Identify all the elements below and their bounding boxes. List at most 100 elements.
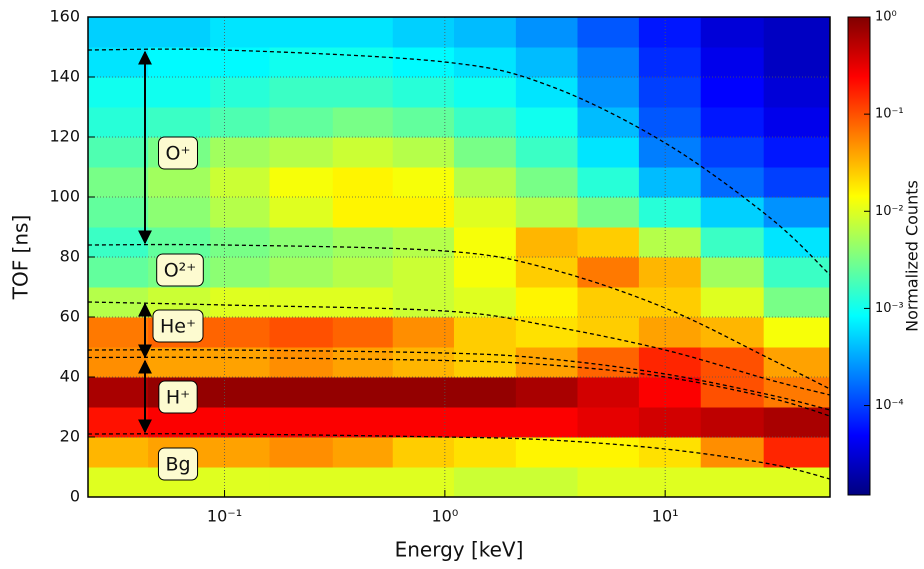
heat-cell xyxy=(515,407,578,438)
heat-cell xyxy=(332,197,394,228)
heat-cell xyxy=(763,407,830,438)
heat-cell xyxy=(638,377,702,408)
y-tick-label: 140 xyxy=(49,67,80,86)
heat-cell xyxy=(210,347,271,378)
x-tick-label: 10⁰ xyxy=(431,507,458,526)
heat-cell xyxy=(515,227,578,258)
colorbar-tick-label: 10⁻² xyxy=(875,204,904,219)
heat-cell xyxy=(88,17,149,48)
heat-cell xyxy=(269,107,334,138)
heat-cell xyxy=(88,77,149,108)
heat-cell xyxy=(210,407,271,438)
heat-cell xyxy=(577,317,640,348)
heat-cell xyxy=(577,377,640,408)
heat-cell xyxy=(148,47,211,78)
heat-cell xyxy=(269,377,334,408)
heat-cell xyxy=(700,257,765,288)
heat-cell xyxy=(515,107,578,138)
heat-cell xyxy=(210,167,271,198)
heat-cell xyxy=(763,467,830,497)
colorbar xyxy=(847,16,871,496)
heat-cell xyxy=(577,467,640,497)
heat-cell xyxy=(453,47,517,78)
heat-cell xyxy=(88,47,149,78)
heat-cell xyxy=(392,257,455,288)
heat-cell xyxy=(515,287,578,318)
heat-cell xyxy=(577,17,640,48)
colorbar-label: Normalized Counts xyxy=(903,180,922,332)
heat-cell xyxy=(763,77,830,108)
heat-cell xyxy=(392,47,455,78)
heat-cell xyxy=(392,137,455,168)
heat-cell xyxy=(332,317,394,348)
heat-cell xyxy=(88,437,149,468)
heat-cell xyxy=(453,377,517,408)
annotation-box xyxy=(152,309,204,343)
heat-cell xyxy=(515,77,578,108)
heat-cell xyxy=(148,347,211,378)
heat-cell xyxy=(332,77,394,108)
heat-cell xyxy=(210,47,271,78)
heat-cell xyxy=(392,407,455,438)
heat-cell xyxy=(332,227,394,258)
y-tick-label: 80 xyxy=(60,247,80,266)
y-tick-label: 100 xyxy=(49,187,80,206)
heat-cell xyxy=(763,107,830,138)
y-tick-label: 120 xyxy=(49,127,80,146)
heat-cell xyxy=(515,167,578,198)
y-tick-label: 0 xyxy=(70,487,80,506)
heat-cell xyxy=(700,287,765,318)
colorbar-tick-label: 10⁻¹ xyxy=(875,107,904,122)
heat-cell xyxy=(638,347,702,378)
overlay: 10⁻¹ 10⁰ 10¹ 0 20 40 60 80 100 120 140 160 O⁺ O²⁺ He⁺ H… xyxy=(49,7,903,526)
heat-cell xyxy=(515,137,578,168)
annotation-label: O⁺ xyxy=(166,143,191,165)
heat-cell xyxy=(515,17,578,48)
heat-cell xyxy=(700,47,765,78)
heat-cell xyxy=(515,347,578,378)
heat-cell xyxy=(210,227,271,258)
heat-cell xyxy=(453,17,517,48)
heat-cell xyxy=(148,17,211,48)
y-tick-label: 160 xyxy=(49,7,80,26)
heat-cell xyxy=(700,227,765,258)
heat-cell xyxy=(700,77,765,108)
heat-cell xyxy=(269,137,334,168)
heat-cell xyxy=(210,77,271,108)
heat-cell xyxy=(515,437,578,468)
heat-cell xyxy=(210,317,271,348)
annotation-label: Bg xyxy=(165,454,190,476)
heat-cell xyxy=(269,257,334,288)
annotation-box xyxy=(158,136,198,170)
heat-cell xyxy=(332,167,394,198)
x-tick-label: 10⁻¹ xyxy=(207,507,242,526)
heat-cell xyxy=(332,437,394,468)
heat-cell xyxy=(700,167,765,198)
heat-cell xyxy=(638,227,702,258)
heat-cell xyxy=(700,197,765,228)
heat-cell xyxy=(332,287,394,318)
heat-cell xyxy=(515,377,578,408)
heat-cell xyxy=(392,167,455,198)
heat-cell xyxy=(763,47,830,78)
heat-cell xyxy=(453,197,517,228)
dashed-curve xyxy=(87,301,831,396)
heat-cell xyxy=(148,197,211,228)
heat-cell xyxy=(453,257,517,288)
heat-cell xyxy=(638,17,702,48)
heat-cell xyxy=(269,287,334,318)
dashed-curve xyxy=(87,433,831,480)
heat-cell xyxy=(700,137,765,168)
heat-cell xyxy=(332,47,394,78)
heat-cell xyxy=(577,407,640,438)
annotation-label: O²⁺ xyxy=(164,260,197,282)
heat-cell xyxy=(453,437,517,468)
heat-cell xyxy=(700,407,765,438)
heat-cell xyxy=(210,467,271,497)
heat-cell xyxy=(269,347,334,378)
heat-cell xyxy=(210,17,271,48)
heat-cell xyxy=(638,257,702,288)
colorbar-tick-label: 10⁰ xyxy=(875,10,897,25)
dashed-curve xyxy=(87,243,831,390)
heat-cell xyxy=(88,347,149,378)
